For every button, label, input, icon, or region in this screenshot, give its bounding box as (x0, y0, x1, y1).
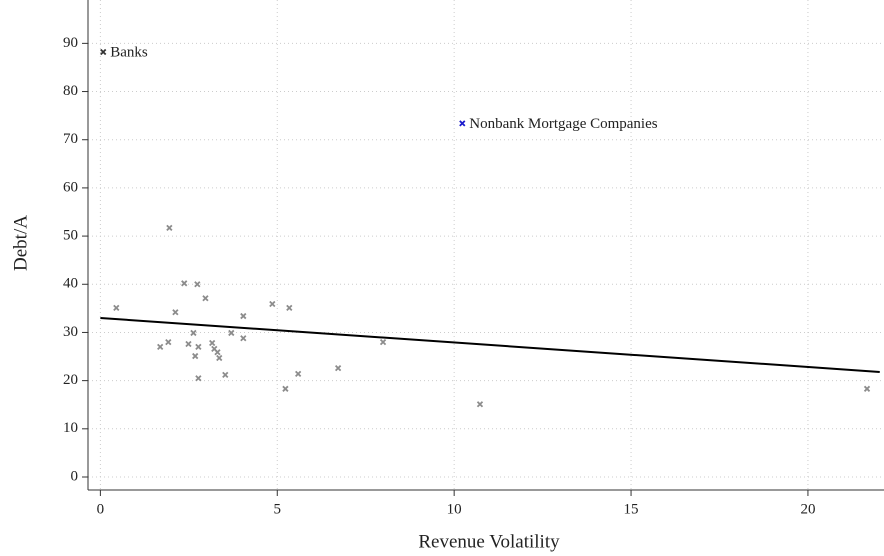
y-tick-label: 40 (63, 276, 78, 292)
point (240, 312, 247, 320)
point (282, 385, 289, 392)
point (195, 375, 202, 382)
point (295, 370, 302, 378)
x-axis-label: Revenue Volatility (418, 531, 560, 552)
point (157, 343, 164, 351)
point (459, 120, 466, 127)
point (202, 295, 209, 302)
point (222, 371, 229, 378)
point (100, 48, 107, 56)
point (228, 329, 235, 337)
y-tick-label: 60 (63, 179, 78, 195)
x-tick-label: 15 (624, 501, 639, 517)
point (379, 338, 387, 346)
point (172, 309, 179, 316)
point (240, 335, 247, 342)
point-label: Banks (110, 44, 148, 60)
fit-line (100, 316, 880, 373)
point (166, 224, 173, 232)
point (194, 281, 201, 288)
point (269, 300, 276, 308)
y-tick-label: 20 (63, 372, 78, 388)
x-tick-label: 20 (800, 501, 815, 517)
point (863, 385, 871, 392)
y-tick-label: 50 (63, 228, 78, 244)
point (286, 304, 293, 312)
point (165, 338, 172, 346)
y-tick-label: 10 (63, 420, 78, 436)
point (476, 401, 484, 408)
point (190, 329, 197, 337)
x-tick-label: 10 (447, 501, 462, 517)
point (334, 364, 342, 372)
point (209, 339, 216, 347)
y-tick-label: 0 (71, 468, 79, 484)
y-axis-label: Debt/A (10, 215, 31, 271)
y-tick-label: 90 (63, 35, 78, 51)
point (195, 343, 202, 351)
point-label: Nonbank Mortgage Companies (469, 116, 657, 132)
point (216, 354, 223, 362)
y-tick-label: 70 (63, 131, 78, 147)
x-tick-label: 0 (97, 501, 105, 517)
point (192, 352, 199, 360)
point (214, 349, 221, 356)
point (185, 340, 192, 348)
x-tick-label: 5 (274, 501, 282, 517)
point (181, 280, 188, 287)
y-tick-label: 80 (63, 83, 78, 99)
point (113, 304, 120, 312)
y-tick-label: 30 (63, 324, 78, 340)
